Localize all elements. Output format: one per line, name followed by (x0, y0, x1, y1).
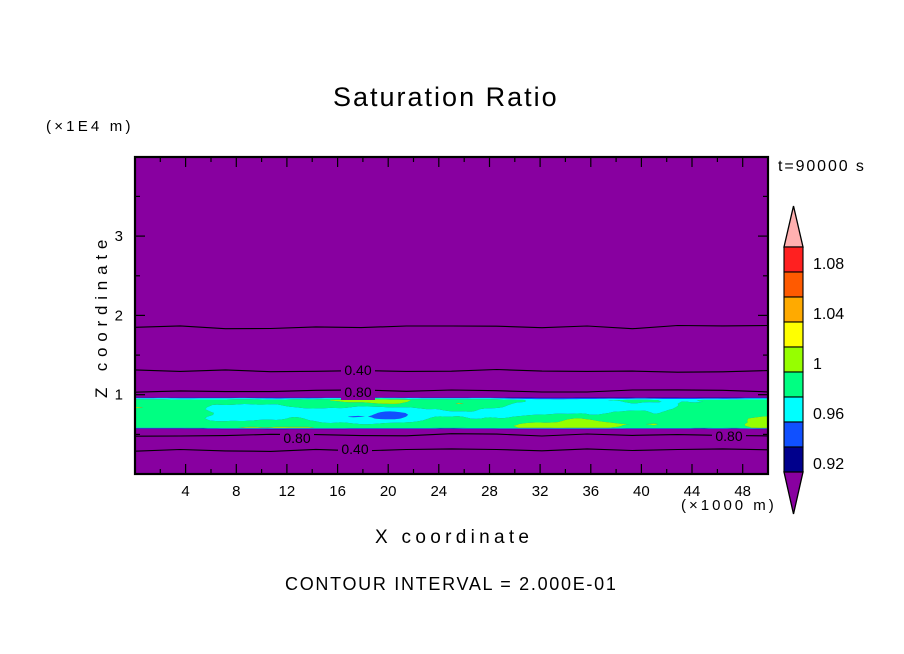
svg-text:0.80: 0.80 (344, 384, 371, 400)
svg-text:0.80: 0.80 (715, 428, 742, 444)
svg-text:1: 1 (115, 387, 123, 404)
svg-text:1.08: 1.08 (813, 256, 844, 273)
svg-text:0.40: 0.40 (341, 441, 368, 457)
svg-text:2: 2 (115, 307, 123, 324)
svg-text:0.92: 0.92 (813, 456, 844, 473)
svg-text:36: 36 (582, 483, 599, 500)
svg-text:1: 1 (813, 356, 822, 373)
svg-text:12: 12 (279, 483, 296, 500)
svg-text:20: 20 (380, 483, 397, 500)
svg-text:28: 28 (481, 483, 498, 500)
svg-text:16: 16 (329, 483, 346, 500)
svg-text:1.04: 1.04 (813, 306, 844, 323)
svg-text:40: 40 (633, 483, 650, 500)
svg-text:3: 3 (115, 228, 123, 245)
svg-text:24: 24 (430, 483, 447, 500)
svg-text:32: 32 (532, 483, 549, 500)
svg-text:4: 4 (181, 483, 189, 500)
svg-text:8: 8 (232, 483, 240, 500)
svg-text:0.40: 0.40 (344, 362, 371, 378)
svg-text:0.80: 0.80 (283, 430, 310, 446)
svg-text:0.96: 0.96 (813, 406, 844, 423)
svg-text:44: 44 (684, 483, 701, 500)
svg-text:48: 48 (734, 483, 751, 500)
